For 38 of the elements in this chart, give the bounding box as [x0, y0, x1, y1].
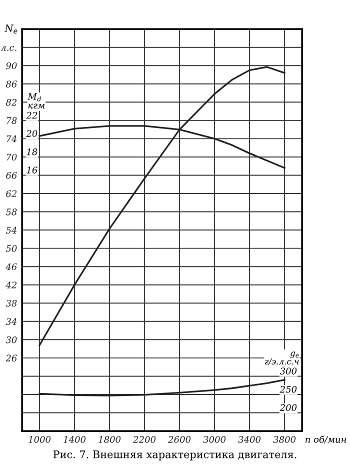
- y2-tick-label: 16: [26, 166, 38, 174]
- y2-tick-label: 22: [26, 112, 38, 119]
- y-tick-label: 90: [6, 62, 17, 70]
- y3-tick-label: 250: [280, 386, 297, 393]
- y-tick-label: 62: [6, 190, 17, 198]
- x-tick-label: 1400: [64, 436, 86, 443]
- y-tick-label: 26: [6, 354, 17, 362]
- y-tick-label: л.с.: [0, 46, 16, 51]
- x-tick-label: 2200: [133, 436, 156, 443]
- x-tick-label: 3400: [238, 436, 261, 443]
- y-axis-title: N$_{e}$: [4, 24, 18, 34]
- y-tick-label: 86: [6, 80, 17, 88]
- y-tick-label: 58: [6, 208, 17, 216]
- y-tick-label: 38: [6, 300, 17, 307]
- x-axis-title: n об/мин: [305, 436, 346, 444]
- x-tick-label: 1800: [98, 436, 121, 443]
- y3-axis-title: g$_{e}$ г/э.л.с.ч: [265, 352, 299, 366]
- text: Рис. 7. Внешняя характеристика двигателя.: [53, 450, 296, 460]
- y-tick-label: 46: [6, 263, 17, 270]
- y-tick-label: 34: [6, 318, 17, 325]
- y-tick-label: 42: [6, 282, 17, 288]
- y-tick-label: 50: [6, 245, 17, 252]
- y-tick-label: 82: [6, 98, 17, 106]
- x-tick-label: 3800: [273, 436, 296, 443]
- y-tick-label: 74: [6, 135, 17, 142]
- y-tick-label: 70: [6, 154, 17, 161]
- y-tick-label: 30: [6, 336, 17, 344]
- y3-tick-label: 200: [280, 404, 297, 411]
- x-tick-label: 2600: [168, 436, 191, 443]
- y-tick-label: 54: [6, 226, 17, 234]
- y3-tick-label: 300: [280, 368, 297, 374]
- x-tick-label: 1000: [28, 436, 51, 443]
- y2-axis-title: M$_{d}$ кгм: [28, 93, 44, 109]
- y-tick-label: 66: [6, 172, 17, 179]
- y2-tick-label: 18: [26, 148, 38, 156]
- x-tick-label: 3000: [203, 436, 226, 443]
- y2-tick-label: 20: [26, 130, 38, 137]
- y-tick-label: 78: [6, 117, 17, 124]
